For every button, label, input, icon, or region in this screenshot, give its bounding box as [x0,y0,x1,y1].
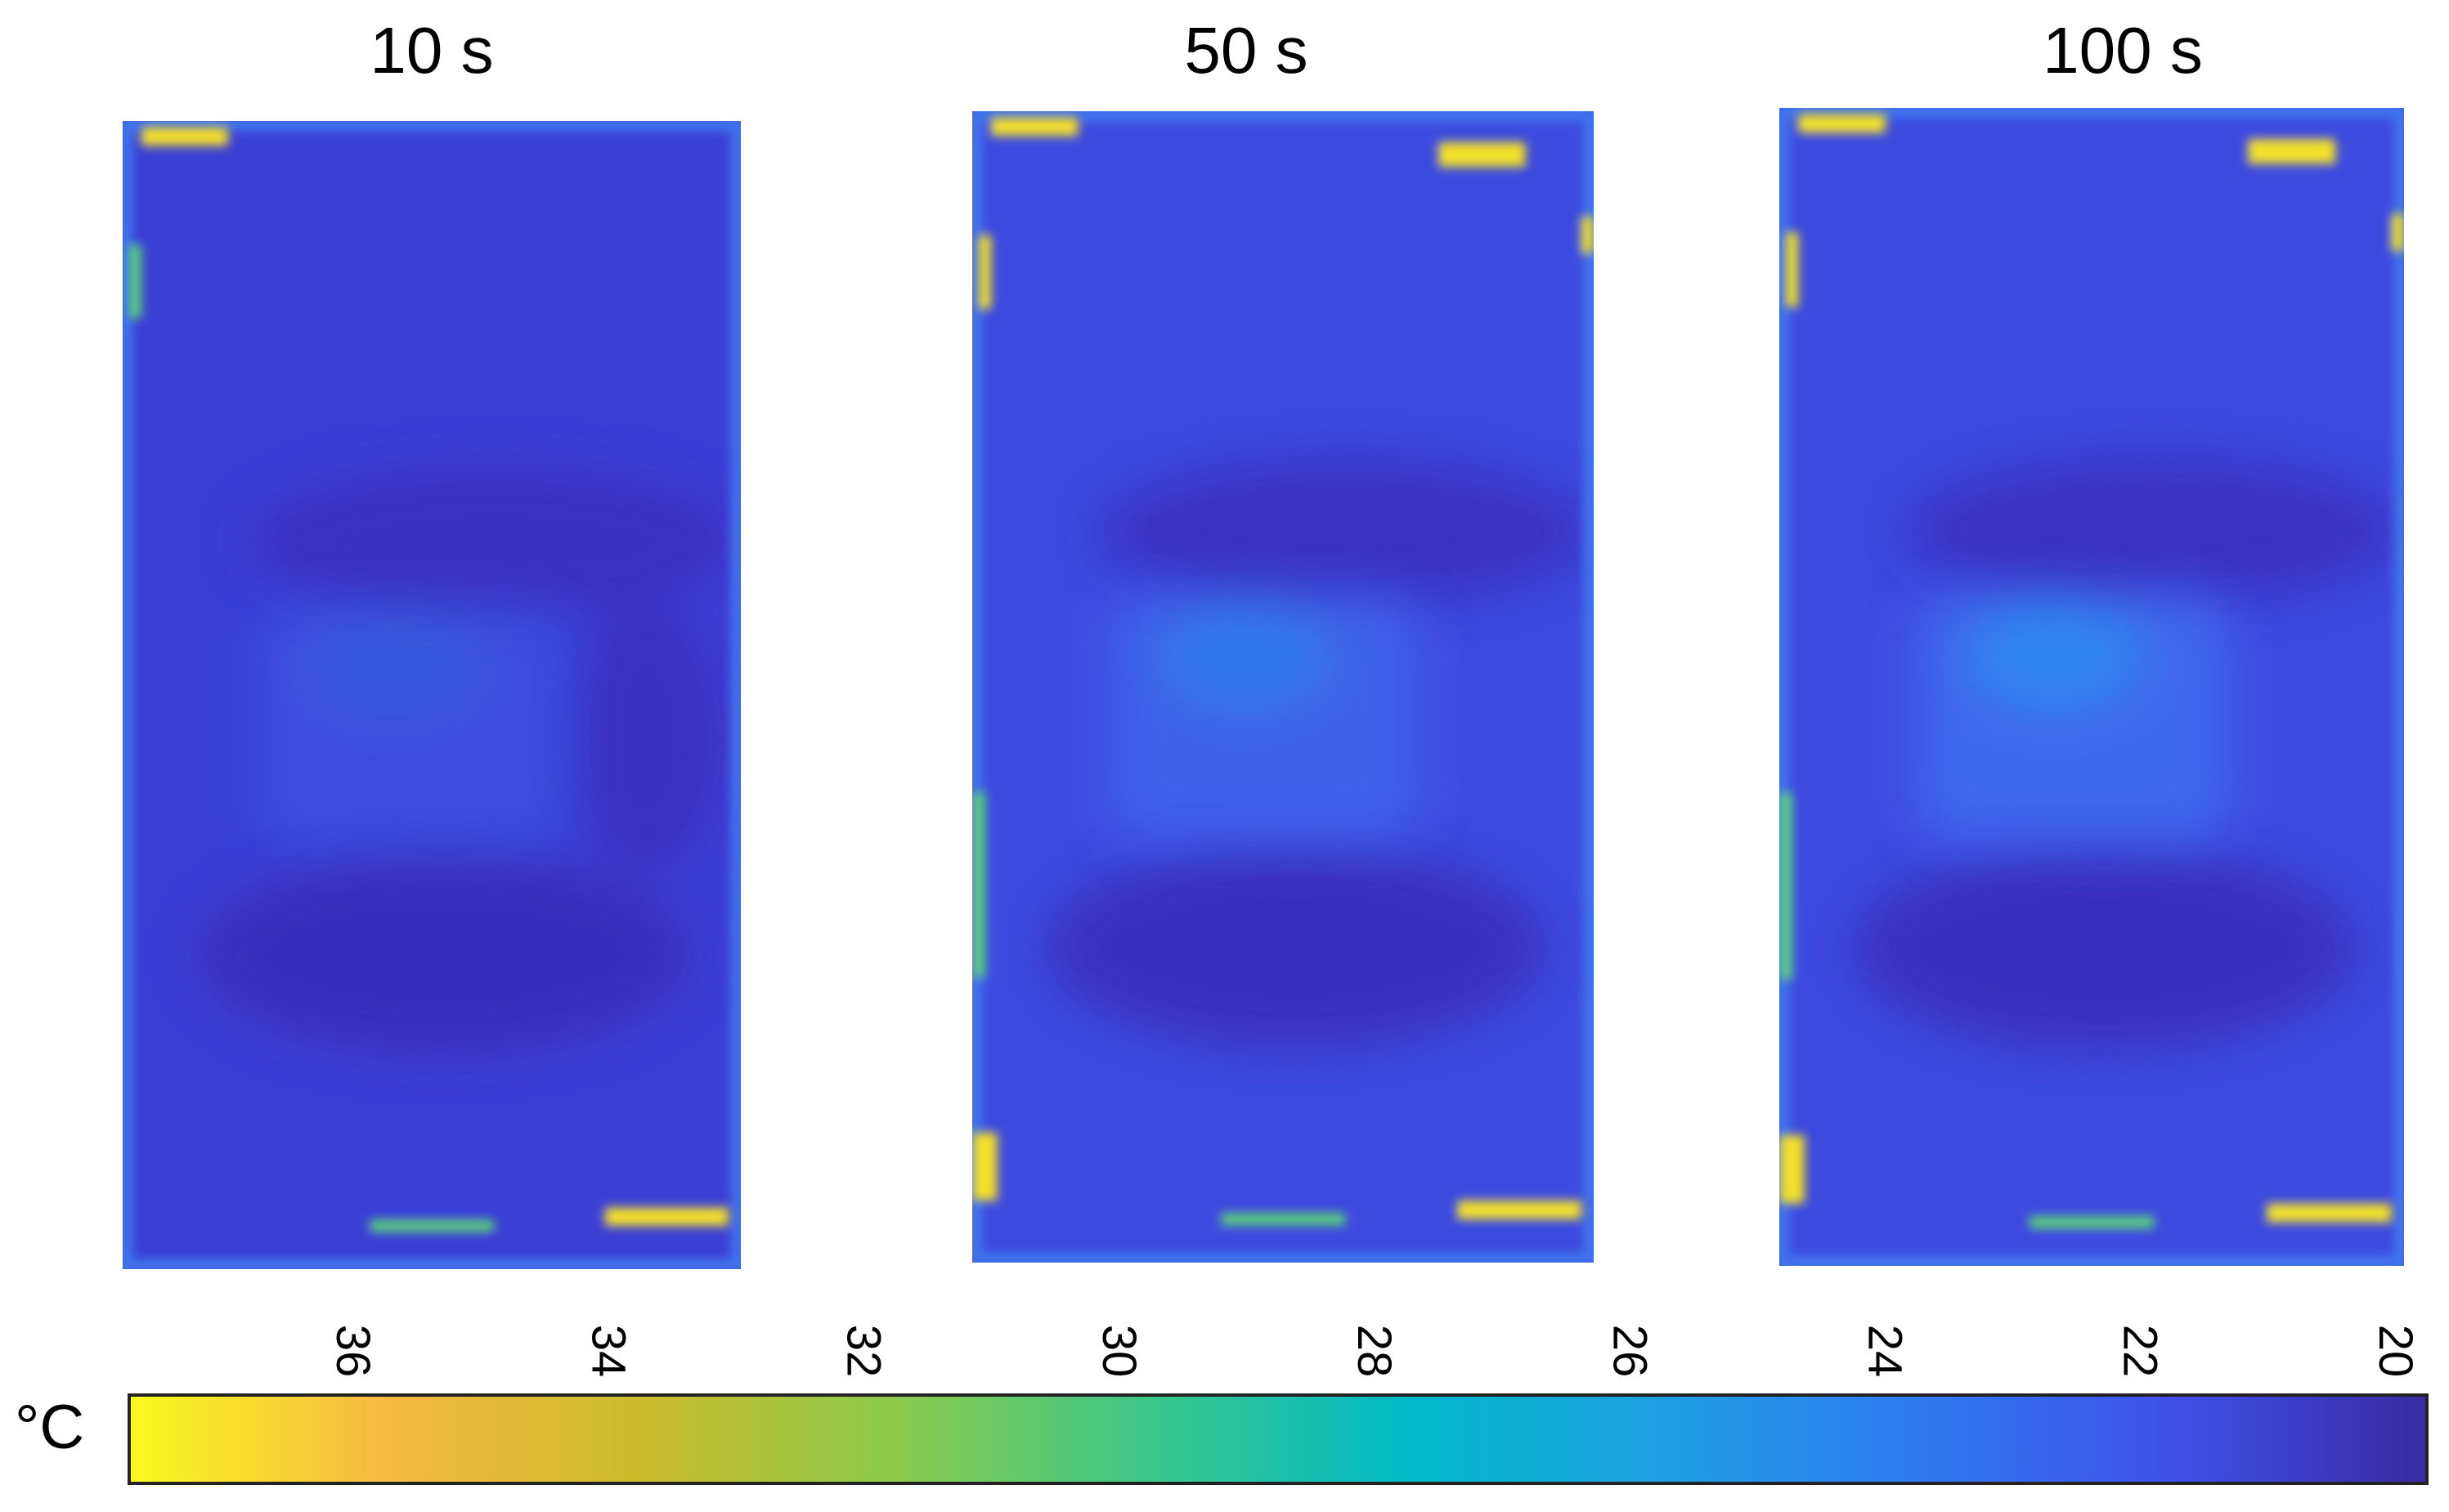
colorbar-tick-label: 24 [1859,1325,1912,1378]
colorbar: 36 34 32 30 28 26 24 22 20 [0,1292,2449,1505]
colorbar-unit-label: °C [15,1393,85,1462]
colorbar-tick-label: 26 [1603,1325,1656,1378]
panel-title-100s: 100 s [2043,14,2203,87]
colorbar-tick-label: 20 [2369,1325,2422,1378]
colorbar-tick-label: 32 [837,1325,890,1378]
colorbar-tick-label: 36 [326,1325,379,1378]
colorbar-tick-label: 28 [1348,1325,1401,1378]
colorbar-tick-label: 30 [1092,1325,1146,1378]
thermal-image-50s [972,111,1594,1263]
colorbar-tick-label: 34 [581,1325,635,1378]
colorbar-gradient [128,1393,2429,1485]
panel-title-50s: 50 s [1184,14,1308,87]
colorbar-tick-label: 22 [2114,1325,2167,1378]
panel-title-10s: 10 s [370,14,494,87]
thermal-image-100s [1779,108,2404,1266]
thermal-image-10s [123,121,741,1269]
